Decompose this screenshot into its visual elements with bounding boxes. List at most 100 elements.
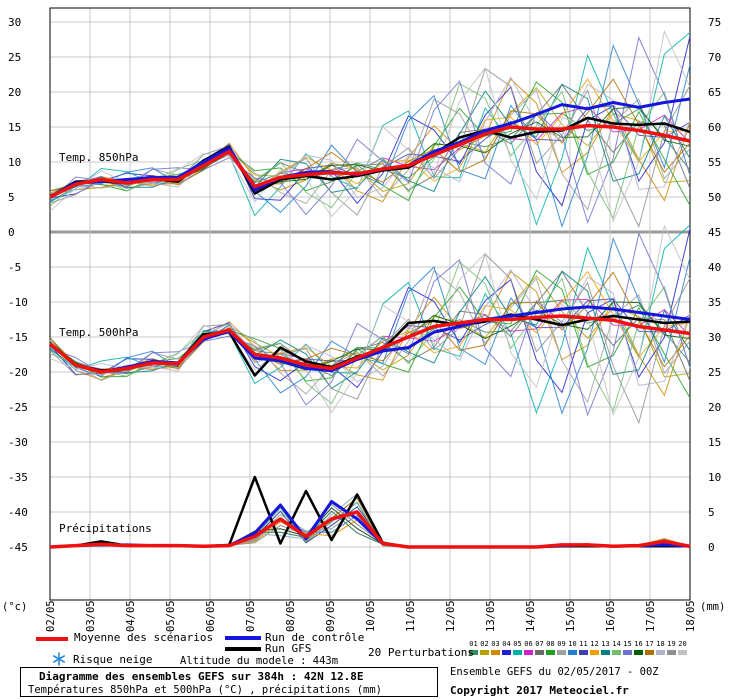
perturbation-swatch <box>656 650 665 655</box>
perturbation-id: 12 <box>590 640 599 648</box>
perturbation-swatch <box>491 650 500 655</box>
y-tick-label-right: 25 <box>708 366 721 379</box>
legend-gfs: Run GFS <box>225 643 365 655</box>
perturbation-id: 04 <box>502 640 511 648</box>
x-tick-label: 06/05 <box>205 600 217 632</box>
x-tick-label: 17/05 <box>645 600 657 632</box>
snow-risk-label: Risque neige <box>73 653 153 666</box>
perturbation-label: 20 Perturbations <box>368 646 474 659</box>
footer-title-box: Diagramme des ensembles GEFS sur 384h : … <box>20 667 438 697</box>
x-tick-label: 10/05 <box>365 600 377 632</box>
perturbation-line <box>49 67 691 229</box>
perturbation-legend-item: 02 <box>479 640 490 658</box>
perturbation-swatch <box>667 650 676 655</box>
snowflake-icon <box>52 652 66 666</box>
legend-control-swatch <box>225 636 261 640</box>
footer-subtitle: Températures 850hPa et 500hPa (°C) , pré… <box>28 684 383 696</box>
perturbation-line <box>49 253 691 425</box>
perturbation-line <box>49 231 691 417</box>
perturbation-legend-item: 12 <box>589 640 600 658</box>
y-tick-label-left: 10 <box>8 156 21 169</box>
legend-control: Run de contrôle <box>225 632 365 644</box>
perturbation-id: 19 <box>667 640 676 648</box>
perturbation-id: 20 <box>678 640 687 648</box>
x-tick-label: 13/05 <box>485 600 497 632</box>
perturbation-id: 14 <box>612 640 621 648</box>
y-tick-label-right: 5 <box>708 506 715 519</box>
mean-t500-line <box>48 314 691 374</box>
x-tick-label: 18/05 <box>685 600 697 632</box>
x-tick-label: 11/05 <box>405 600 417 632</box>
perturbation-id: 11 <box>579 640 588 648</box>
y-tick-label-left: 5 <box>8 191 15 204</box>
perturbation-legend-item: 09 <box>556 640 567 658</box>
perturbation-id: 02 <box>480 640 489 648</box>
y-tick-label-right: 70 <box>708 51 721 64</box>
legend-control-label: Run de contrôle <box>265 631 365 644</box>
perturbation-id: 16 <box>634 640 643 648</box>
x-tick-label: 07/05 <box>245 600 257 632</box>
perturbation-legend-item: 01 <box>468 640 479 658</box>
perturbation-legend-item: 20 <box>677 640 688 658</box>
legend-mean: Moyenne des scénarios <box>36 632 213 644</box>
y-tick-label-left: -45 <box>8 541 28 554</box>
x-tick-label: 12/05 <box>445 600 457 632</box>
legend-mean-swatch <box>36 637 68 641</box>
y-tick-label-right: 15 <box>708 436 721 449</box>
y-tick-label-right: 10 <box>708 471 721 484</box>
y-tick-label-right: 20 <box>708 401 721 414</box>
x-tick-label: 14/05 <box>525 600 537 632</box>
perturbation-id: 07 <box>535 640 544 648</box>
perturbation-id: 15 <box>623 640 632 648</box>
perturbation-id: 18 <box>656 640 665 648</box>
y-tick-label-left: 20 <box>8 86 21 99</box>
y-tick-label-left: 30 <box>8 16 21 29</box>
perturbation-swatch <box>480 650 489 655</box>
y-tick-label-left: -40 <box>8 506 28 519</box>
perturbation-swatch <box>623 650 632 655</box>
perturbation-swatch <box>590 650 599 655</box>
perturbation-swatch <box>568 650 577 655</box>
perturbation-id: 06 <box>524 640 533 648</box>
perturbation-swatch <box>502 650 511 655</box>
perturbation-legend-item: 07 <box>534 640 545 658</box>
x-tick-label: 16/05 <box>605 600 617 632</box>
y-tick-label-left: -30 <box>8 436 28 449</box>
x-tick-label: 05/05 <box>165 600 177 632</box>
perturbation-swatch <box>469 650 478 655</box>
footer-title: Diagramme des ensembles GEFS sur 384h : … <box>39 670 364 683</box>
perturbation-legend-item: 04 <box>501 640 512 658</box>
x-tick-label: 04/05 <box>125 600 137 632</box>
legend-gfs-label: Run GFS <box>265 642 312 655</box>
perturbation-swatch <box>524 650 533 655</box>
x-tick-label: 02/05 <box>45 600 57 632</box>
perturbation-swatch <box>612 650 621 655</box>
y-tick-label-right: 35 <box>708 296 721 309</box>
perturbation-legend-item: 08 <box>545 640 556 658</box>
perturbation-line <box>49 76 691 199</box>
perturbation-id: 01 <box>469 640 478 648</box>
perturbation-id: 05 <box>513 640 522 648</box>
panel-label: Temp. 850hPa <box>59 151 138 164</box>
x-tick-label: 08/05 <box>285 600 297 632</box>
perturbation-swatch <box>634 650 643 655</box>
perturbation-swatch <box>645 650 654 655</box>
perturbation-legend-item: 19 <box>666 640 677 658</box>
perturbation-legend-item: 13 <box>600 640 611 658</box>
y-tick-label-right: 55 <box>708 156 721 169</box>
perturbation-id: 17 <box>645 640 654 648</box>
perturbation-line <box>49 236 691 415</box>
perturbation-legend-item: 17 <box>644 640 655 658</box>
y-tick-label-left: -15 <box>8 331 28 344</box>
y-tick-label-left: -10 <box>8 296 28 309</box>
perturbation-legend-item: 14 <box>611 640 622 658</box>
perturbation-line <box>49 35 691 225</box>
y-tick-label-right: 65 <box>708 86 721 99</box>
perturbation-id: 08 <box>546 640 555 648</box>
perturbation-swatch <box>601 650 610 655</box>
panel-label: Temp. 500hPa <box>59 326 138 339</box>
x-tick-label: 15/05 <box>565 600 577 632</box>
legend-gfs-swatch <box>225 647 261 651</box>
